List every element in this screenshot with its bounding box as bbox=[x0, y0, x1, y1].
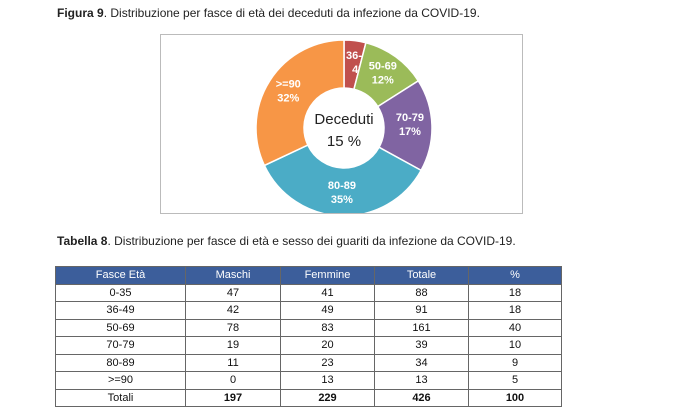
table-cell: >=90 bbox=[55, 371, 186, 390]
table-row: >=90 0 13 13 5 bbox=[55, 371, 562, 390]
table-cell: 9 bbox=[468, 353, 562, 372]
table-caption: Tabella 8. Distribuzione per fasce di et… bbox=[57, 234, 516, 248]
table-cell: 88 bbox=[374, 283, 469, 302]
donut-slice bbox=[255, 39, 345, 167]
donut-slice bbox=[263, 144, 423, 213]
total-cell: 426 bbox=[374, 388, 469, 407]
table-row: 36-49 42 49 91 18 bbox=[55, 301, 562, 320]
table-cell: 41 bbox=[280, 283, 375, 302]
total-cell: 100 bbox=[468, 388, 562, 407]
table-cell: 161 bbox=[374, 318, 469, 337]
table-cell: 50-69 bbox=[55, 318, 186, 337]
table-cell: 91 bbox=[374, 301, 469, 320]
slice-label: 50-69 12% bbox=[369, 61, 397, 87]
table-cell: 80-89 bbox=[55, 353, 186, 372]
table-cell: 18 bbox=[468, 301, 562, 320]
table-cell: 5 bbox=[468, 371, 562, 390]
slice-label: 80-89 35% bbox=[328, 180, 356, 206]
table-cell: 11 bbox=[185, 353, 281, 372]
figure-caption: Figura 9. Distribuzione per fasce di età… bbox=[57, 6, 480, 20]
table-cell: 34 bbox=[374, 353, 469, 372]
category-label: 50-69 bbox=[369, 61, 397, 73]
total-row: Totali 197 229 426 100 bbox=[55, 388, 562, 407]
total-cell: 197 bbox=[185, 388, 281, 407]
table-cell: 49 bbox=[280, 301, 375, 320]
caption-text: . Distribuzione per fasce di età dei dec… bbox=[103, 6, 480, 20]
table-cell: 0 bbox=[185, 371, 281, 390]
table-cell: 18 bbox=[468, 283, 562, 302]
header-cell: Femmine bbox=[280, 266, 375, 285]
table-cell: 13 bbox=[374, 371, 469, 390]
header-cell: Maschi bbox=[185, 266, 281, 285]
total-cell: 229 bbox=[280, 388, 375, 407]
table-cell: 40 bbox=[468, 318, 562, 337]
table-cell: 70-79 bbox=[55, 336, 186, 355]
slice-label: >=90 32% bbox=[276, 79, 301, 105]
value-label: 35% bbox=[331, 194, 353, 206]
header-row: Fasce Età Maschi Femmine Totale% bbox=[55, 266, 562, 285]
caption-text: . Distribuzione per fasce di età e sesso… bbox=[107, 234, 516, 248]
table-row: 0-35 47 41 88 18 bbox=[55, 283, 562, 302]
table-cell: 23 bbox=[280, 353, 375, 372]
center-value: 15 % bbox=[327, 133, 361, 150]
value-label: 12% bbox=[372, 75, 394, 87]
slice-label: 70-79 17% bbox=[396, 112, 424, 138]
donut-chart: 0-350%36-494%50-6912%70-7917%80-8935%>=9… bbox=[160, 34, 523, 214]
total-cell: Totali bbox=[55, 388, 186, 407]
header-cell: Fasce Età bbox=[55, 266, 186, 285]
table-cell: 13 bbox=[280, 371, 375, 390]
value-label: 32% bbox=[277, 93, 299, 105]
table-row: 80-89 11 23 34 9 bbox=[55, 353, 562, 372]
header-cell: % bbox=[468, 266, 562, 285]
center-label: Deceduti bbox=[314, 111, 373, 128]
table-cell: 20 bbox=[280, 336, 375, 355]
table-cell: 78 bbox=[185, 318, 281, 337]
table-cell: 19 bbox=[185, 336, 281, 355]
table-row: 70-79 19 20 39 10 bbox=[55, 336, 562, 355]
table-cell: 83 bbox=[280, 318, 375, 337]
category-label: 70-79 bbox=[396, 112, 424, 124]
table-cell: 47 bbox=[185, 283, 281, 302]
table-cell: 10 bbox=[468, 336, 562, 355]
table-cell: 39 bbox=[374, 336, 469, 355]
figure-label: Figura 9 bbox=[57, 6, 104, 20]
table-cell: 42 bbox=[185, 301, 281, 320]
data-table: Fasce Età Maschi Femmine Totale% 0-35 47 41 88… bbox=[55, 266, 562, 407]
value-label: 17% bbox=[399, 126, 421, 138]
header-cell: Totale bbox=[374, 266, 469, 285]
table-label: Tabella 8 bbox=[57, 234, 108, 248]
table-row: 50-69 78 83 161 40 bbox=[55, 318, 562, 337]
category-label: 80-89 bbox=[328, 180, 356, 192]
table-cell: 36-49 bbox=[55, 301, 186, 320]
table-cell: 0-35 bbox=[55, 283, 186, 302]
category-label: >=90 bbox=[276, 79, 301, 91]
